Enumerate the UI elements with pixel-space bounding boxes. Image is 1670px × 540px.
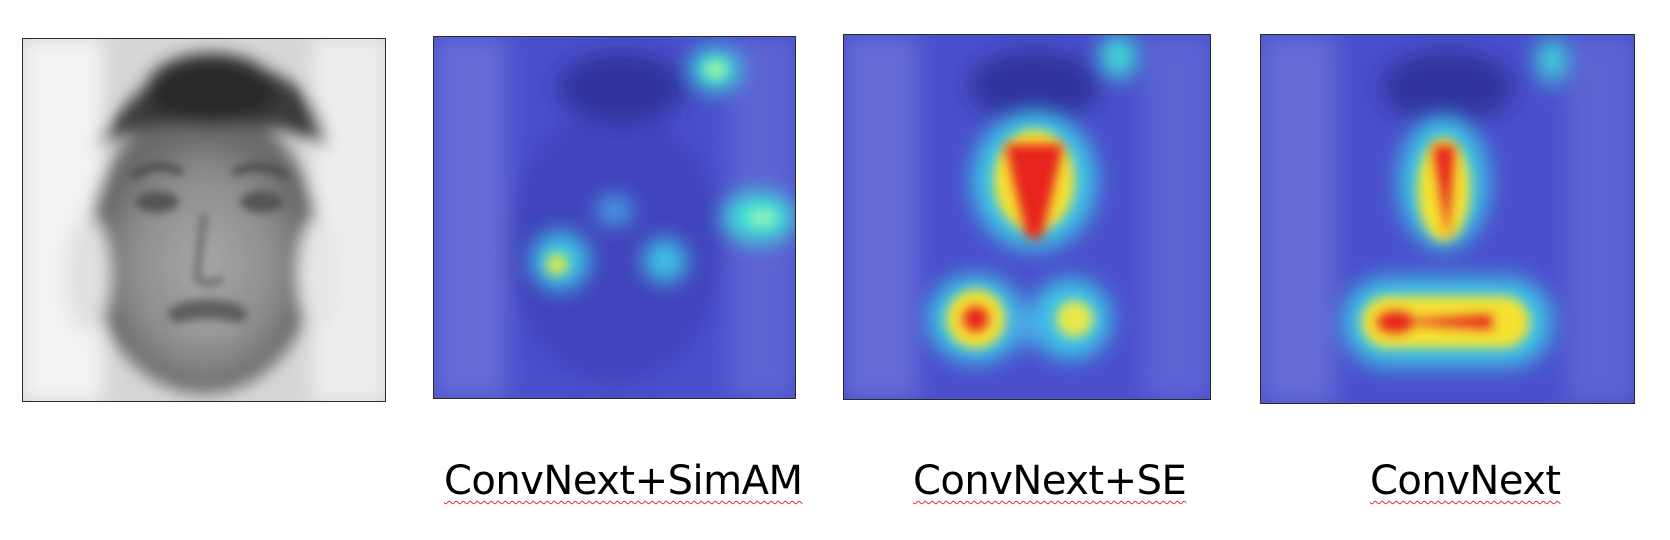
caption-convnext-simam: ConvNext+SimAM	[444, 458, 803, 504]
heatmap-convnext	[1260, 34, 1635, 404]
caption-convnext-se: ConvNext+SE	[913, 458, 1187, 504]
heatmap-simam	[433, 36, 796, 399]
caption-convnext: ConvNext	[1370, 458, 1561, 504]
original-face-image	[22, 38, 386, 402]
heatmap-se	[843, 34, 1211, 400]
